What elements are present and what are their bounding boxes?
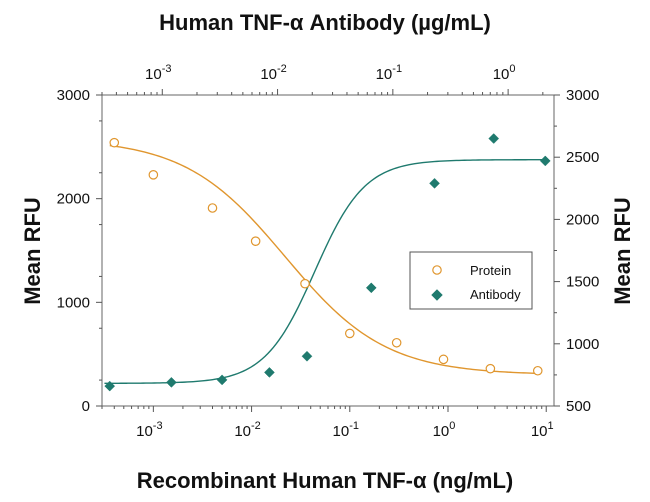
legend-antibody-marker xyxy=(431,289,443,301)
chart-title: Human TNF-α Antibody (µg/mL) xyxy=(159,10,491,35)
top-tick-label: 10-3 xyxy=(145,63,171,83)
right-tick-label: 500 xyxy=(566,398,591,415)
antibody-point xyxy=(166,377,177,388)
antibody-point xyxy=(104,380,116,392)
protein-point xyxy=(250,236,261,246)
right-tick-label: 2500 xyxy=(566,149,599,166)
legend-box xyxy=(409,251,533,310)
left-tick-label: 2000 xyxy=(57,191,90,208)
bottom-tick-label: 10-2 xyxy=(234,420,260,440)
points-layer xyxy=(104,133,551,392)
fit-layer xyxy=(104,144,548,385)
plot-frame xyxy=(101,94,555,407)
top-tick-label: 100 xyxy=(493,63,516,83)
antibody-point xyxy=(301,350,313,362)
legend-antibody-label: Antibody xyxy=(470,287,521,302)
right-tick-label: 2000 xyxy=(566,211,599,228)
antibody-point xyxy=(264,367,275,378)
left-y-axis-label: Mean RFU xyxy=(20,197,45,305)
protein-point xyxy=(109,137,120,148)
antibody-point xyxy=(488,133,500,144)
antibody-point xyxy=(216,374,228,386)
protein-point xyxy=(344,328,355,339)
top-tick-label: 10-1 xyxy=(376,63,402,83)
right-y-axis-label: Mean RFU xyxy=(610,197,635,305)
legend-protein-label: Protein xyxy=(470,263,511,278)
fit-curve-protein xyxy=(109,144,540,375)
protein-point xyxy=(300,278,310,289)
right-tick-label: 3000 xyxy=(566,87,599,104)
protein-point xyxy=(438,354,449,365)
protein-point xyxy=(532,365,543,376)
protein-point xyxy=(485,363,496,374)
bottom-tick-label: 100 xyxy=(433,420,456,440)
protein-point xyxy=(207,203,218,213)
left-tick-label: 0 xyxy=(82,398,90,415)
legend-protein-marker xyxy=(432,265,442,275)
x-axis-label: Recombinant Human TNF-α (ng/mL) xyxy=(137,468,514,493)
protein-point xyxy=(148,170,159,180)
protein-point xyxy=(391,337,402,348)
right-tick-label: 1000 xyxy=(566,336,599,353)
right-tick-label: 1500 xyxy=(566,274,599,291)
antibody-point xyxy=(365,282,377,294)
bottom-tick-label: 10-1 xyxy=(333,420,359,440)
legend: Protein Antibody xyxy=(409,251,533,310)
antibody-point xyxy=(429,177,440,189)
top-tick-label: 10-2 xyxy=(260,63,286,83)
left-tick-label: 1000 xyxy=(57,294,90,311)
bottom-tick-label: 101 xyxy=(531,420,554,440)
fit-curve-antibody xyxy=(104,159,548,385)
left-tick-label: 3000 xyxy=(57,87,90,104)
antibody-point xyxy=(539,155,551,167)
bottom-tick-label: 10-3 xyxy=(136,420,162,440)
